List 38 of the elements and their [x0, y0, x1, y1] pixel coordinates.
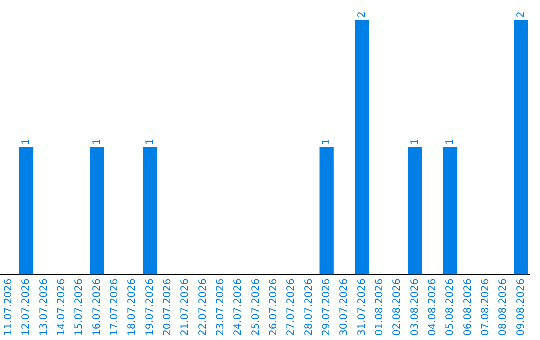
x-tick-label: 26.07.2026: [268, 278, 280, 336]
x-tick-label: 31.07.2026: [356, 278, 368, 336]
x-tick-label: 08.08.2026: [498, 278, 510, 336]
x-tick-label: 18.07.2026: [127, 278, 138, 336]
x-tick-label: 06.08.2026: [462, 278, 474, 336]
x-tick-label: 17.07.2026: [109, 278, 120, 336]
data-label: 1: [92, 138, 103, 146]
data-label: 1: [321, 138, 332, 146]
x-tick-label: 27.07.2026: [286, 278, 298, 336]
x-tick-label: 12.07.2026: [21, 278, 32, 336]
x-tick-label: 23.07.2026: [215, 278, 226, 336]
x-tick-label: 29.07.2026: [321, 278, 332, 336]
x-tick-label: 25.07.2026: [250, 278, 262, 336]
x-tick-label: 15.07.2026: [74, 278, 86, 336]
x-tick-label: 30.07.2026: [339, 278, 350, 336]
data-label: 2: [356, 12, 368, 18]
x-tick-label: 14.07.2026: [56, 278, 68, 336]
x-tick-label: 07.08.2026: [480, 278, 492, 336]
x-tick-label: 21.07.2026: [180, 278, 192, 336]
x-tick-label: 03.08.2026: [410, 278, 421, 336]
data-label: 1: [445, 138, 456, 146]
x-tick-label: 22.07.2026: [198, 278, 209, 336]
x-tick-label: 13.07.2026: [38, 278, 50, 336]
x-tick-label: 04.08.2026: [427, 278, 438, 336]
x-tick-label: 28.07.2026: [304, 278, 315, 336]
x-tick-label: 11.07.2026: [3, 278, 14, 336]
data-label: 1: [144, 138, 156, 146]
data-label: 1: [410, 138, 421, 146]
x-tick-label: 09.08.2026: [516, 278, 527, 336]
data-label: 2: [516, 12, 527, 18]
x-tick-label: 19.07.2026: [144, 278, 156, 336]
x-tick-label: 05.08.2026: [445, 278, 456, 336]
data-label: 1: [21, 138, 32, 146]
x-tick-label: 02.08.2026: [392, 278, 404, 336]
x-tick-label: 16.07.2026: [92, 278, 103, 336]
x-tick-label: 20.07.2026: [162, 278, 174, 336]
x-tick-label: 01.08.2026: [374, 278, 386, 336]
x-tick-label: 24.07.2026: [233, 278, 244, 336]
